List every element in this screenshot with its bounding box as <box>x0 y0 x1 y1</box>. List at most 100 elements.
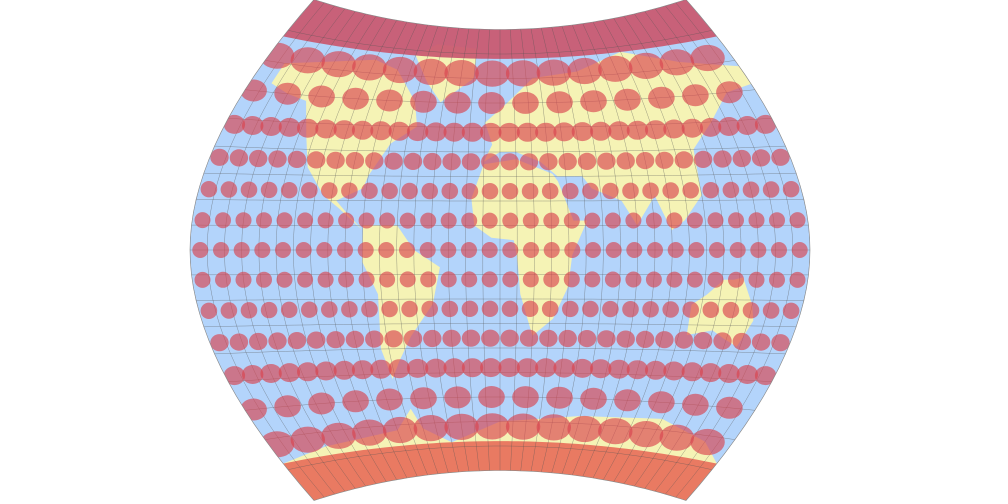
indicatrix <box>748 271 765 288</box>
indicatrix <box>242 365 264 384</box>
indicatrix <box>666 271 683 288</box>
indicatrix <box>663 361 685 381</box>
indicatrix <box>546 386 573 409</box>
indicatrix <box>728 212 744 229</box>
indicatrix <box>667 242 684 258</box>
indicatrix <box>381 182 398 200</box>
indicatrix <box>541 300 559 318</box>
indicatrix <box>693 150 713 168</box>
polar-caps <box>283 0 717 501</box>
indicatrix <box>625 212 642 229</box>
indicatrix <box>645 120 667 140</box>
indicatrix <box>233 242 250 258</box>
indicatrix <box>616 330 635 348</box>
indicatrix <box>352 419 387 446</box>
indicatrix <box>626 360 649 380</box>
indicatrix <box>321 422 356 449</box>
indicatrix <box>444 91 471 114</box>
indicatrix <box>481 329 500 347</box>
indicatrix <box>500 153 519 171</box>
indicatrix <box>316 242 333 258</box>
indicatrix <box>567 415 602 443</box>
indicatrix <box>702 301 720 318</box>
indicatrix <box>297 212 314 229</box>
indicatrix <box>421 182 439 200</box>
indicatrix <box>686 212 703 229</box>
indicatrix <box>791 242 808 258</box>
indicatrix <box>361 301 378 318</box>
indicatrix <box>295 242 312 258</box>
indicatrix <box>622 182 639 199</box>
indicatrix <box>361 182 378 199</box>
map-body <box>190 0 810 501</box>
indicatrix <box>682 182 699 199</box>
indicatrix <box>663 119 685 139</box>
indicatrix <box>425 358 447 378</box>
indicatrix <box>220 302 238 319</box>
indicatrix <box>481 300 499 317</box>
indicatrix <box>297 271 314 288</box>
indicatrix <box>789 212 806 229</box>
indicatrix <box>597 330 616 348</box>
indicatrix <box>558 329 577 348</box>
indicatrix <box>604 212 621 229</box>
indicatrix <box>254 242 271 258</box>
indicatrix <box>567 57 602 85</box>
indicatrix <box>481 153 500 171</box>
indicatrix <box>736 365 758 384</box>
indicatrix <box>200 302 218 319</box>
indicatrix <box>358 271 375 288</box>
indicatrix <box>789 271 806 288</box>
indicatrix <box>645 212 662 229</box>
indicatrix <box>521 183 539 200</box>
indicatrix <box>317 212 334 229</box>
indicatrix <box>297 118 319 138</box>
indicatrix <box>406 358 429 378</box>
indicatrix <box>240 181 258 198</box>
indicatrix <box>519 329 539 347</box>
indicatrix <box>351 120 374 140</box>
indicatrix <box>321 51 356 78</box>
indicatrix <box>754 366 777 386</box>
indicatrix <box>645 271 662 288</box>
indicatrix <box>223 114 246 134</box>
indicatrix <box>215 271 231 288</box>
parallel <box>203 323 797 327</box>
indicatrix <box>590 121 612 141</box>
indicatrix <box>276 271 293 288</box>
indicatrix <box>423 152 442 171</box>
indicatrix <box>260 301 278 319</box>
indicatrix <box>635 330 655 348</box>
indicatrix <box>481 183 499 200</box>
indicatrix <box>384 330 403 348</box>
indicatrix <box>268 332 287 350</box>
indicatrix <box>461 300 479 317</box>
indicatrix <box>301 182 318 199</box>
indicatrix <box>352 54 387 81</box>
indicatrix <box>742 302 760 319</box>
indicatrix <box>686 271 703 288</box>
indicatrix <box>443 122 465 142</box>
indicatrix <box>481 242 498 258</box>
indicatrix <box>546 91 573 114</box>
indicatrix <box>729 242 746 258</box>
indicatrix <box>754 114 777 134</box>
indicatrix <box>516 358 539 378</box>
indicatrix <box>605 242 622 258</box>
indicatrix <box>249 332 268 351</box>
indicatrix <box>423 329 442 348</box>
indicatrix <box>308 85 335 108</box>
indicatrix <box>384 152 403 170</box>
indicatrix <box>242 116 264 135</box>
indicatrix <box>748 212 765 229</box>
indicatrix <box>388 359 410 379</box>
indicatrix <box>461 242 477 258</box>
indicatrix <box>666 212 683 229</box>
indicatrix <box>399 271 416 288</box>
indicatrix <box>290 426 325 453</box>
south-cap <box>283 441 717 501</box>
landmass <box>686 277 754 347</box>
indicatrix <box>235 271 252 288</box>
indicatrix <box>622 301 639 318</box>
indicatrix <box>722 181 740 199</box>
